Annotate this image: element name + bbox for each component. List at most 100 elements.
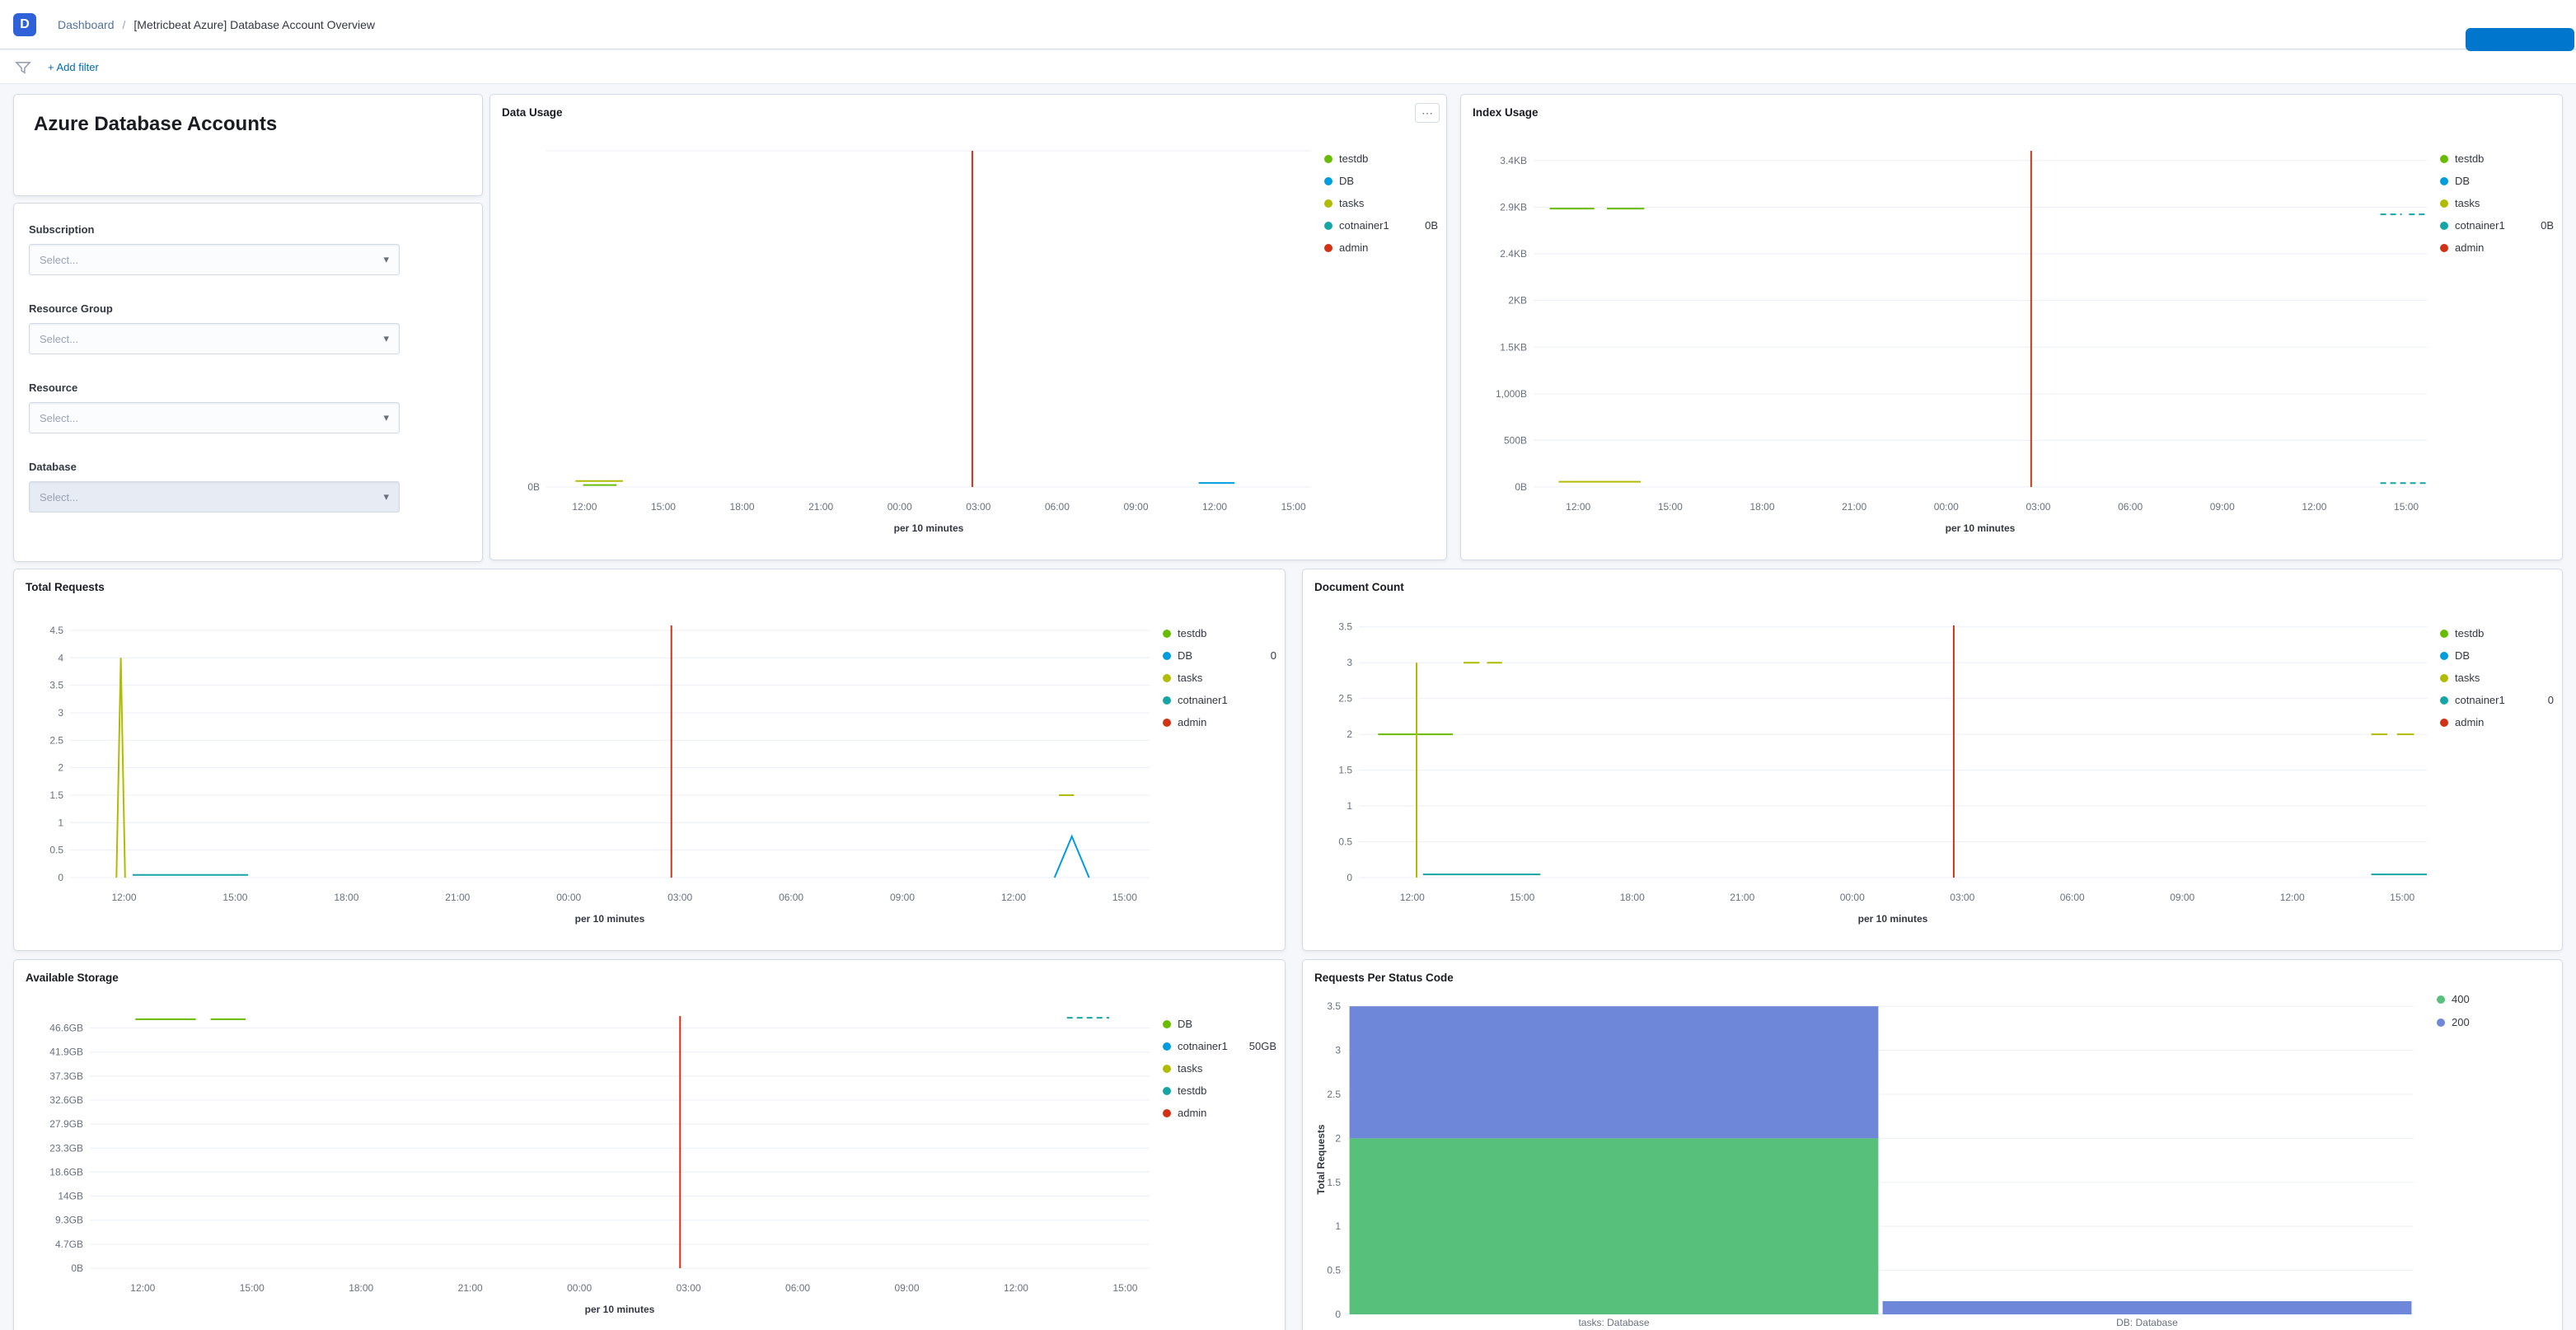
svg-text:18:00: 18:00 — [1620, 892, 1645, 903]
chevron-down-icon: ▾ — [383, 332, 389, 344]
breadcrumb-dashboard-link[interactable]: Dashboard — [58, 17, 115, 31]
legend-item-tasks[interactable]: tasks — [2440, 672, 2554, 685]
available-storage-chart[interactable]: 46.6GB 41.9GB 37.3GB 32.6GB 27.9GB 23.3GB 18.6… — [14, 1000, 1163, 1330]
legend-item-admin[interactable]: admin — [1163, 716, 1276, 729]
legend-dot — [1163, 696, 1171, 705]
svg-text:03:00: 03:00 — [667, 892, 692, 903]
svg-text:tasks: Database: tasks: Database — [1578, 1317, 1649, 1328]
svg-text:1: 1 — [1335, 1220, 1341, 1232]
legend-item-testdb[interactable]: testdb — [1324, 152, 1438, 166]
legend-label: DB — [1339, 175, 1355, 187]
legend-item-cotnainer1[interactable]: cotnainer1 0 — [2440, 694, 2554, 707]
legend-item-tasks[interactable]: tasks — [1163, 1062, 1276, 1075]
update-button[interactable] — [2466, 28, 2574, 51]
legend-item-DB[interactable]: DB — [2440, 649, 2554, 663]
requests-per-status-code-chart[interactable]: 3.5 3 2.5 2 1.5 1 0.5 0 tasks: Database DB: Datab… — [1313, 1000, 2552, 1330]
legend-item-DB[interactable]: DB 0 — [1163, 649, 1276, 663]
data-usage-chart[interactable]: 0B 12:00 15:00 18:00 21:00 00:00 03:00 06:00 09:… — [490, 134, 1324, 560]
legend-item-admin[interactable]: admin — [1324, 241, 1438, 255]
resource-group-select[interactable]: Select... ▾ — [29, 323, 400, 354]
legend-item-testdb[interactable]: testdb — [2440, 152, 2554, 166]
legend-label: tasks — [2455, 197, 2480, 209]
space-avatar[interactable]: D — [13, 12, 36, 36]
legend-item-cotnainer1[interactable]: cotnainer1 — [1163, 694, 1276, 707]
legend-dot — [1324, 199, 1332, 208]
svg-text:2: 2 — [1335, 1132, 1341, 1144]
legend-item-tasks[interactable]: tasks — [1324, 197, 1438, 210]
svg-text:2.5: 2.5 — [1338, 693, 1352, 705]
legend-label: testdb — [1178, 1084, 1207, 1097]
database-select[interactable]: Select... ▾ — [29, 481, 400, 513]
svg-text:per 10 minutes: per 10 minutes — [1946, 522, 2016, 534]
legend-dot — [1163, 652, 1171, 660]
legend-item-cotnainer1[interactable]: cotnainer1 0B — [1324, 219, 1438, 232]
legend-value: 0B — [1425, 219, 1438, 232]
legend-dot — [1163, 1020, 1171, 1028]
panel-document-count: Document Count 3.5 3 2.5 2 1.5 1 0.5 0 12:00 15:0… — [1302, 569, 2563, 951]
panel-options-icon[interactable]: ⋯ — [1415, 103, 1440, 123]
legend-item-tasks[interactable]: tasks — [2440, 197, 2554, 210]
legend-dot — [1324, 222, 1332, 230]
svg-text:15:00: 15:00 — [240, 1282, 265, 1294]
subscription-select[interactable]: Select... ▾ — [29, 244, 400, 275]
filter-label: Subscription — [29, 223, 95, 236]
svg-text:18:00: 18:00 — [730, 501, 755, 513]
svg-text:1.5: 1.5 — [49, 789, 63, 801]
svg-text:12:00: 12:00 — [1566, 501, 1590, 513]
legend-item-admin[interactable]: admin — [2440, 241, 2554, 255]
legend-dot — [2440, 674, 2448, 682]
svg-text:0.5: 0.5 — [1327, 1265, 1341, 1276]
total-requests-chart[interactable]: 4.5 4 3.5 3 2.5 2 1.5 1 0.5 0 12:00 15:00 18:00 21:00… — [14, 609, 1163, 950]
filter-icon — [15, 59, 31, 76]
document-count-chart[interactable]: 3.5 3 2.5 2 1.5 1 0.5 0 12:00 15:00 18:00 21:00 00:0… — [1303, 609, 2440, 950]
panel-filters: Subscription Select... ▾ Resource Group … — [13, 203, 483, 562]
svg-text:Total Requests: Total Requests — [1315, 1124, 1327, 1194]
svg-text:06:00: 06:00 — [779, 892, 803, 903]
add-filter-button[interactable]: + Add filter — [48, 61, 99, 73]
legend-value: 0B — [2541, 219, 2554, 232]
legend-item-cotnainer1[interactable]: cotnainer1 0B — [2440, 219, 2554, 232]
svg-text:1.5: 1.5 — [1338, 765, 1352, 776]
legend-item-testdb[interactable]: testdb — [1163, 627, 1276, 640]
index-usage-chart[interactable]: 3.4KB 2.9KB 2.4KB 2KB 1.5KB 1,000B 500B 0B 12:00… — [1461, 134, 2440, 560]
select-placeholder: Select... — [40, 332, 78, 345]
legend-dot — [1324, 244, 1332, 252]
svg-text:2.5: 2.5 — [1327, 1089, 1341, 1100]
svg-text:3.5: 3.5 — [1327, 1000, 1341, 1012]
svg-text:09:00: 09:00 — [2210, 501, 2235, 513]
svg-text:03:00: 03:00 — [966, 501, 991, 513]
svg-text:18:00: 18:00 — [334, 892, 358, 903]
svg-text:06:00: 06:00 — [785, 1282, 810, 1294]
app-header: D Dashboard / [Metricbeat Azure] Databas… — [0, 0, 2576, 49]
legend-item-admin[interactable]: admin — [1163, 1107, 1276, 1120]
legend-value: 0 — [1270, 649, 1276, 662]
legend-item-DB[interactable]: DB — [2440, 175, 2554, 188]
legend-label: testdb — [1178, 627, 1207, 639]
svg-text:1.5: 1.5 — [1327, 1177, 1341, 1188]
svg-text:18:00: 18:00 — [1749, 501, 1774, 513]
svg-text:03:00: 03:00 — [677, 1282, 701, 1294]
legend-item-admin[interactable]: admin — [2440, 716, 2554, 729]
legend-label: cotnainer1 — [1339, 219, 1389, 232]
svg-text:00:00: 00:00 — [1840, 892, 1865, 903]
resource-select[interactable]: Select... ▾ — [29, 402, 400, 433]
legend-label: admin — [2455, 716, 2485, 728]
legend-dot — [2440, 199, 2448, 208]
svg-text:3.5: 3.5 — [49, 680, 63, 691]
legend-item-200[interactable]: 200 — [2437, 1016, 2470, 1029]
legend-item-DB[interactable]: DB — [1163, 1018, 1276, 1031]
legend-item-tasks[interactable]: tasks — [1163, 672, 1276, 685]
svg-text:15:00: 15:00 — [1281, 501, 1306, 513]
legend-dot — [1163, 1065, 1171, 1073]
legend-label: tasks — [2455, 672, 2480, 684]
svg-text:2.4KB: 2.4KB — [1500, 248, 1527, 260]
legend-item-400[interactable]: 400 — [2437, 993, 2470, 1006]
svg-text:15:00: 15:00 — [651, 501, 676, 513]
legend-item-testdb[interactable]: testdb — [2440, 627, 2554, 640]
legend-item-DB[interactable]: DB — [1324, 175, 1438, 188]
legend-item-testdb[interactable]: testdb — [1163, 1084, 1276, 1098]
svg-text:12:00: 12:00 — [1202, 501, 1227, 513]
svg-text:37.3GB: 37.3GB — [49, 1070, 83, 1082]
legend-item-cotnainer1[interactable]: cotnainer1 50GB — [1163, 1040, 1276, 1053]
legend-dot — [2440, 630, 2448, 638]
